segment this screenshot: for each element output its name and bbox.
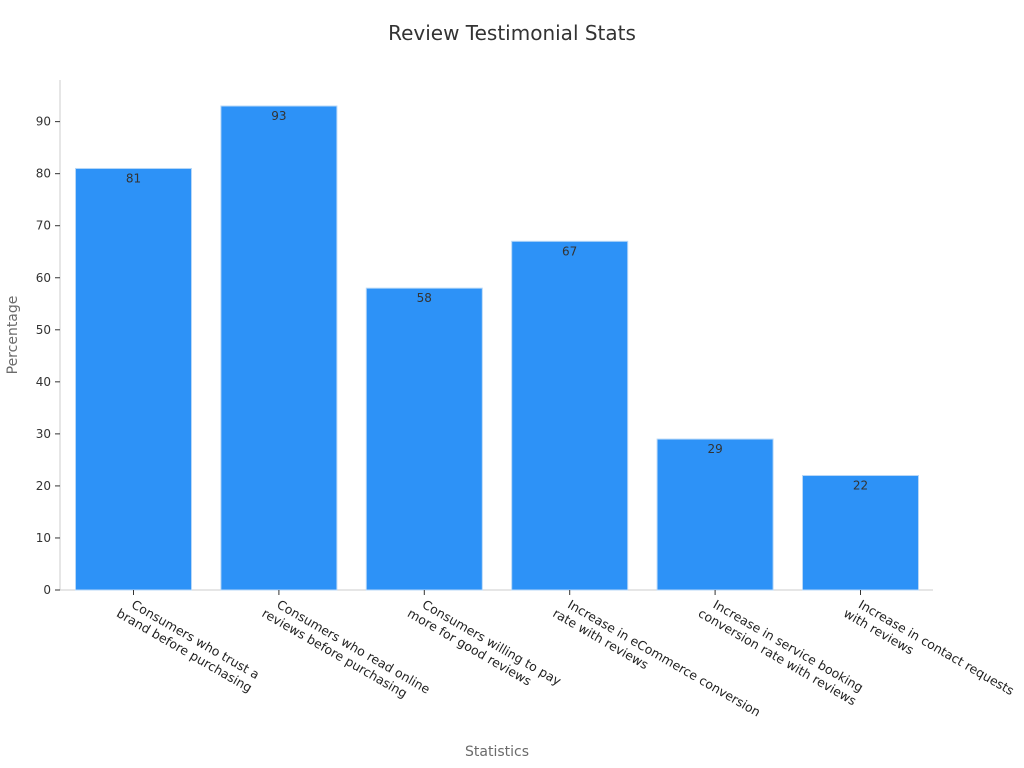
x-axis-title: Statistics [465, 744, 529, 760]
bar-value-label: 29 [707, 442, 722, 456]
y-tick-label: 10 [36, 531, 51, 545]
bar-value-label: 58 [417, 291, 432, 305]
x-tick-labels: Consumers who trust abrand before purcha… [114, 590, 1017, 720]
bar-value-label: 22 [853, 479, 868, 493]
bar-value-label: 81 [126, 171, 141, 185]
bar [802, 475, 919, 591]
bar-value-label: 67 [562, 244, 577, 258]
x-tick-label-line: Consumers willing to pay [420, 597, 565, 689]
bar [75, 167, 192, 591]
x-tick-label-line: reviews before purchasing [260, 605, 410, 701]
y-ticks: 0 10 20 30 40 50 60 70 80 90 [36, 115, 60, 597]
y-tick-label: 80 [36, 167, 51, 181]
y-tick-label: 70 [36, 219, 51, 233]
bar [220, 105, 338, 591]
y-tick-label: 50 [36, 323, 51, 337]
x-tick-label: Increase in contact requestswith reviews [841, 592, 1017, 711]
y-tick-label: 20 [36, 479, 51, 493]
x-tick-label-line: Increase in contact requests [856, 597, 1017, 699]
y-tick-label: 60 [36, 271, 51, 285]
y-tick-label: 40 [36, 375, 51, 389]
x-tick-label-line: Consumers who trust a [129, 597, 262, 682]
y-tick-label: 30 [36, 427, 51, 441]
bar-value-label: 93 [271, 109, 286, 123]
bars: 81 93 58 67 29 22 [75, 105, 919, 591]
x-tick-label: Consumers who read onlinereviews before … [260, 592, 434, 710]
x-tick-label-line: brand before purchasing [114, 605, 255, 695]
bar [656, 438, 774, 591]
chart-title: Review Testimonial Stats [388, 21, 636, 45]
x-tick-label-line: Increase in service booking [711, 597, 866, 695]
y-tick-label: 0 [43, 583, 51, 597]
bar [365, 287, 483, 591]
y-axis-title: Percentage [5, 296, 21, 375]
x-tick-label: Consumers who trust abrand before purcha… [114, 592, 262, 695]
y-tick-label: 90 [36, 115, 51, 129]
bar [511, 240, 629, 591]
